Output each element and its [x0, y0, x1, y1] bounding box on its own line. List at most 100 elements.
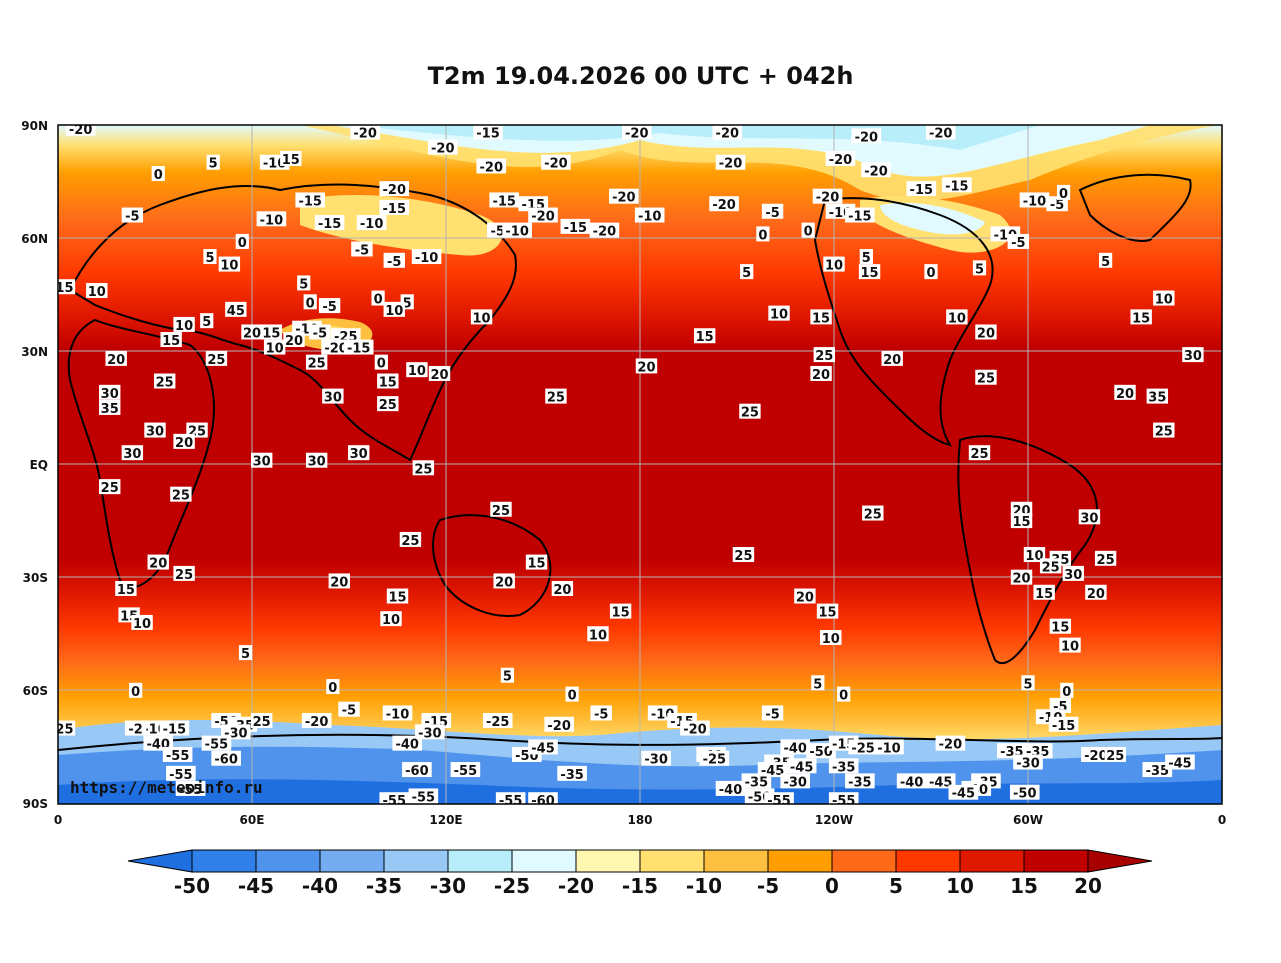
contour-label-bg: [490, 501, 512, 517]
contour-label: -55: [764, 792, 794, 809]
contour-label: -40: [780, 739, 810, 756]
colorbar-label: 20: [1074, 874, 1102, 898]
contour-label-text: 20: [1087, 587, 1105, 602]
contour-label-bg: [756, 226, 770, 242]
contour-label-text: 20: [285, 334, 303, 349]
colorbar-min-arrow: [127, 849, 193, 873]
latitude-axis: 90N 60N 30N EQ 30S 60S 90S: [21, 119, 48, 811]
contour-label-bg: [402, 762, 432, 778]
contour-label-text: 0: [1059, 187, 1068, 202]
contour-label: -30: [415, 724, 445, 741]
contour-label-bg: [412, 460, 435, 476]
contour-label-text: 25: [1155, 425, 1173, 440]
contour-label-bg: [427, 139, 458, 155]
contour-label: -10: [874, 739, 904, 756]
contour-label-text: 35: [1148, 391, 1166, 406]
contour-label: -20: [925, 125, 956, 142]
contour-label-text: 15: [117, 583, 135, 598]
contour-label: 20: [635, 358, 658, 375]
contour-label: -35: [557, 765, 587, 783]
colorbar-swatch: [831, 849, 897, 873]
contour-label: 15: [609, 603, 632, 621]
contour-label: 35: [99, 399, 121, 417]
contour-label: 25: [1153, 422, 1175, 440]
contour-label-text: 10: [1155, 293, 1173, 308]
colorbar-max-arrow: [1087, 849, 1153, 873]
contour-label-bg: [206, 154, 220, 170]
contour-label-bg: [115, 580, 137, 596]
contour-label: 5: [1099, 252, 1113, 270]
contour-label-text: -5: [594, 707, 608, 722]
contour-label-text: -55: [166, 749, 190, 764]
contour-label-bg: [587, 626, 609, 642]
contour-label-text: -50: [809, 745, 833, 760]
contour-label-text: 25: [1106, 749, 1124, 764]
contour-label-text: -55: [767, 794, 791, 809]
contour-label: 10: [820, 630, 842, 647]
contour-label: 5: [238, 645, 253, 662]
contour-label: -5: [383, 252, 405, 270]
colorbar-swatch: [575, 849, 641, 873]
contour-label: 20: [147, 554, 169, 572]
lat-tick: 30N: [21, 345, 48, 359]
contour-label: 10: [173, 316, 195, 334]
contour-label-bg: [343, 339, 374, 355]
contour-label: -35: [828, 758, 859, 775]
contour-label-text: -5: [313, 326, 327, 341]
contour-label: -10: [382, 705, 413, 722]
contour-label-bg: [1049, 697, 1072, 713]
contour-label-text: 0: [131, 685, 140, 700]
contour-label: -15: [489, 192, 519, 209]
contour-label-bg: [408, 788, 439, 804]
watermark-text[interactable]: https://meteoinfo.ru: [70, 778, 263, 797]
contour-label: -30: [641, 750, 671, 768]
contour-label: 25: [251, 713, 273, 730]
contour-label-text: 10: [1025, 549, 1043, 564]
contour-label-bg: [58, 720, 76, 736]
contour-label-text: 0: [238, 236, 247, 251]
contour-label-text: -15: [945, 179, 969, 194]
contour-label-bg: [356, 215, 387, 231]
contour-label: -55: [828, 792, 859, 809]
contour-label: 5: [740, 264, 754, 281]
lat-tick: 60S: [23, 684, 48, 698]
contour-label-text: -2: [128, 723, 142, 738]
contour-label-text: 35: [101, 402, 119, 417]
contour-label: 10: [218, 256, 241, 274]
contour-label: -5: [351, 241, 373, 258]
contour-label-text: 10: [589, 628, 607, 643]
contour-label-bg: [328, 573, 350, 589]
colorbar-label: 5: [889, 874, 903, 898]
contour-label-text: 0: [328, 681, 337, 696]
contour-label-bg: [972, 260, 987, 276]
contour-label-text: -35: [848, 775, 872, 790]
contour-label-text: -55: [169, 768, 193, 783]
contour-label-bg: [906, 181, 937, 197]
contour-label-bg: [1049, 618, 1072, 634]
contour-label-bg: [154, 373, 176, 389]
contour-label-bg: [1182, 347, 1204, 363]
contour-label-text: 20: [812, 368, 830, 383]
contour-label-bg: [338, 701, 360, 717]
contour-label-text: -30: [418, 726, 442, 741]
contour-label: -10: [356, 215, 387, 232]
lon-tick: 120W: [815, 813, 853, 827]
contour-label: 20: [328, 573, 350, 590]
contour-label-bg: [1130, 309, 1152, 325]
contour-label: -15: [473, 125, 503, 142]
contour-label-bg: [1062, 565, 1084, 581]
lat-tick: 60N: [21, 232, 48, 246]
contour-label: 10: [1023, 547, 1046, 564]
contour-label-text: -20: [383, 183, 407, 198]
contour-label-bg: [326, 679, 340, 695]
contour-label-text: 25: [414, 462, 432, 477]
contour-label-text: -15: [383, 202, 407, 217]
contour-label: -10: [1019, 192, 1050, 209]
contour-label-bg: [386, 588, 409, 604]
contour-label-text: -15: [476, 127, 500, 142]
contour-label-bg: [525, 554, 548, 570]
contour-label-text: 25: [401, 534, 419, 549]
contour-label-bg: [379, 199, 410, 215]
contour-label-text: -55: [832, 794, 856, 809]
contour-label-bg: [1104, 746, 1126, 762]
